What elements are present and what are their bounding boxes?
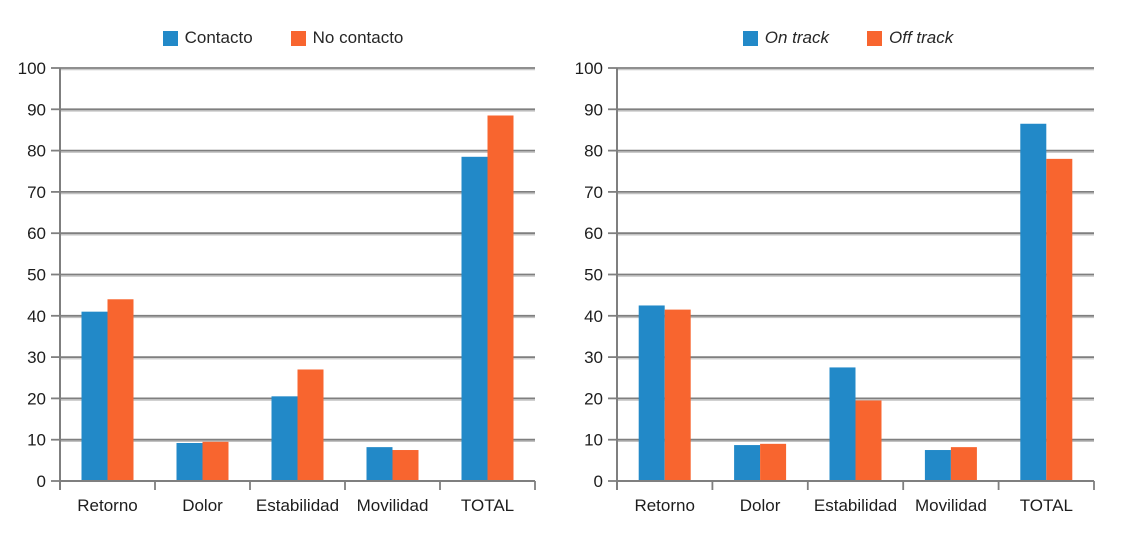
y-tick-label: 70 (27, 183, 46, 202)
bar-estabilidad-series1 (829, 367, 856, 481)
bar-dolor-series2 (760, 443, 787, 481)
category-label: Movilidad (915, 496, 987, 515)
bar-movilidad-series2 (950, 447, 977, 481)
bar-plot-on-track: 0 10 20 30 40 50 60 70 80 90 100 Retorno Dolor Estabi… (575, 59, 1095, 515)
y-tick-label: 10 (584, 431, 603, 450)
y-tick-label: 20 (584, 389, 603, 408)
bar-movilidad-series2 (392, 450, 419, 481)
y-tick-label: 40 (584, 307, 603, 326)
y-tick-label: 100 (575, 59, 603, 78)
y-tick-label: 90 (27, 100, 46, 119)
category-label: Movilidad (357, 496, 429, 515)
bar-estabilidad-series1 (271, 396, 298, 481)
category-label: TOTAL (1020, 496, 1073, 515)
y-tick-label: 50 (27, 266, 46, 285)
bar-dolor-series1 (734, 445, 761, 481)
category-label: Estabilidad (256, 496, 339, 515)
y-tick-label: 80 (584, 142, 603, 161)
bar-total-series2 (1046, 158, 1073, 482)
category-label: Dolor (740, 496, 781, 515)
y-tick-label: 30 (584, 348, 603, 367)
chart-on-track: On track Off track 0 10 20 30 40 50 60 70 80 90 10… (565, 0, 1131, 542)
chart-contacto: Contacto No contacto 0 10 20 30 40 50 60 70 80 90… (18, 28, 536, 515)
y-tick-label: 0 (37, 472, 46, 491)
bar-retorno-series2 (107, 299, 134, 481)
y-tick-label: 70 (584, 183, 603, 202)
y-tick-label: 50 (584, 266, 603, 285)
bar-dolor-series2 (202, 441, 229, 481)
y-tick-label: 60 (584, 224, 603, 243)
y-tick-label: 0 (594, 472, 603, 491)
y-tick-label: 80 (27, 142, 46, 161)
bar-estabilidad-series2 (297, 369, 324, 481)
y-tick-label: 40 (27, 307, 46, 326)
y-tick-label: 60 (27, 224, 46, 243)
bar-estabilidad-series2 (855, 400, 882, 481)
bar-movilidad-series1 (924, 450, 951, 481)
category-label: Dolor (182, 496, 223, 515)
bar-plot-contacto: 0 10 20 30 40 50 60 70 80 90 100 Retorno Dolor Estabi… (18, 59, 536, 515)
y-tick-label: 90 (584, 100, 603, 119)
category-label: Retorno (77, 496, 137, 515)
bar-total-series1 (1020, 123, 1047, 481)
category-label: TOTAL (461, 496, 514, 515)
category-label: Estabilidad (814, 496, 897, 515)
bar-retorno-series1 (81, 311, 108, 481)
y-tick-label: 30 (27, 348, 46, 367)
y-tick-label: 20 (27, 389, 46, 408)
y-tick-label: 100 (18, 59, 46, 78)
bar-dolor-series1 (176, 443, 203, 481)
category-label: Retorno (634, 496, 694, 515)
bar-retorno-series2 (664, 309, 691, 481)
bar-total-series1 (461, 156, 488, 482)
bar-retorno-series1 (638, 305, 665, 481)
bar-total-series2 (487, 115, 514, 482)
y-tick-label: 10 (27, 431, 46, 450)
bar-movilidad-series1 (366, 447, 393, 481)
